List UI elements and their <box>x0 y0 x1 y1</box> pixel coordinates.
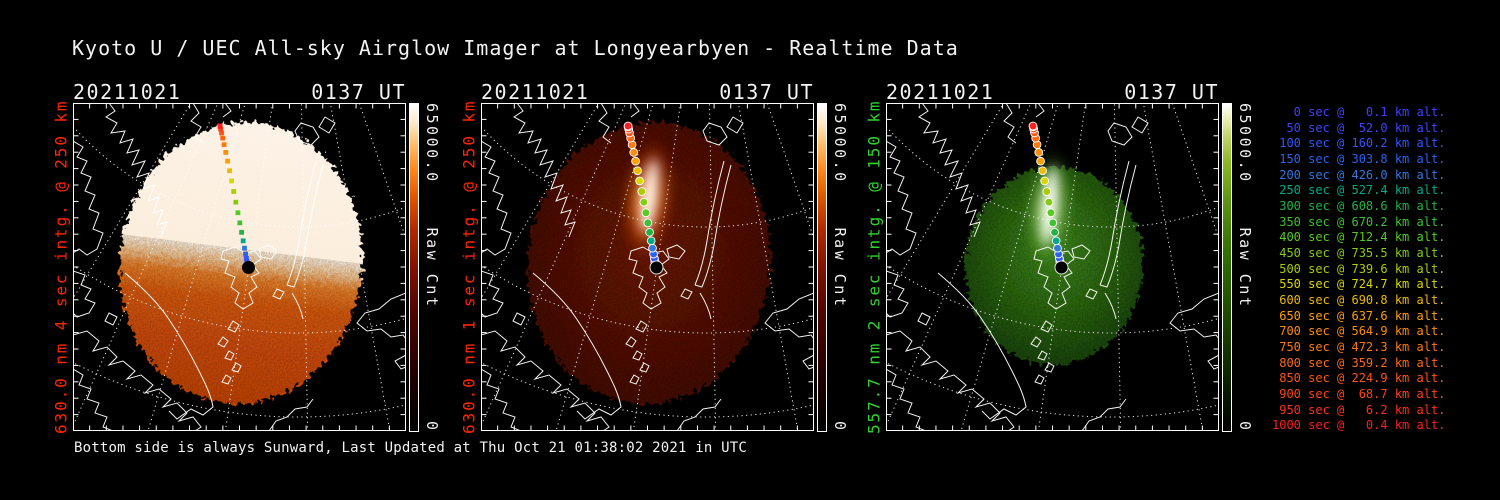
legend-row: 1000 sec @ 0.4 km alt. <box>1272 418 1446 433</box>
panel2-allsky-image <box>481 103 814 431</box>
panel2-date-label: 20211021 <box>481 80 590 104</box>
panel1-colorbar-gradient <box>409 103 419 432</box>
panel1-date-label: 20211021 <box>73 80 182 104</box>
panel1-colorbar-labels: 65000.0 Raw Cnt 0 <box>423 103 441 433</box>
panel2-colorbar-labels: 65000.0 Raw Cnt 0 <box>831 103 849 433</box>
legend-row: 450 sec @ 735.5 km alt. <box>1272 246 1446 261</box>
legend-row: 150 sec @ 303.8 km alt. <box>1272 152 1446 167</box>
colorbar-max-label: 65000.0 <box>423 103 441 184</box>
panel1-header: 20211021 0137 UT <box>73 80 406 104</box>
panel1-channel-label: 630.0 nm 4 sec intg. @ 250 km <box>51 99 71 435</box>
legend-row: 650 sec @ 637.6 km alt. <box>1272 308 1446 323</box>
legend-row: 200 sec @ 426.0 km alt. <box>1272 167 1446 182</box>
legend-row: 850 sec @ 224.9 km alt. <box>1272 371 1446 386</box>
colorbar-min-label: 0 <box>423 421 441 433</box>
legend-row: 500 sec @ 739.6 km alt. <box>1272 261 1446 276</box>
panel2-header: 20211021 0137 UT <box>481 80 814 104</box>
colorbar-max-label: 65000.0 <box>831 103 849 184</box>
colorbar-title: Raw Cnt <box>1236 227 1254 309</box>
colorbar-min-label: 0 <box>831 421 849 433</box>
legend-row: 400 sec @ 712.4 km alt. <box>1272 230 1446 245</box>
panel2-time-label: 0137 UT <box>719 80 814 104</box>
colorbar-title: Raw Cnt <box>831 227 849 309</box>
legend-row: 550 sec @ 724.7 km alt. <box>1272 277 1446 292</box>
panel3-colorbar-labels: 65000.0 Raw Cnt 0 <box>1236 103 1254 433</box>
colorbar-title: Raw Cnt <box>423 227 441 309</box>
rocket-track-legend: 0 sec @ 0.1 km alt. 50 sec @ 52.0 km alt… <box>1272 105 1445 434</box>
legend-row: 800 sec @ 359.2 km alt. <box>1272 355 1446 370</box>
colorbar-max-label: 65000.0 <box>1236 103 1254 184</box>
legend-row: 250 sec @ 527.4 km alt. <box>1272 183 1446 198</box>
legend-row: 100 sec @ 160.2 km alt. <box>1272 136 1446 151</box>
status-line: Bottom side is always Sunward, Last Upda… <box>74 440 748 456</box>
panel3-time-label: 0137 UT <box>1124 80 1219 104</box>
legend-row: 0 sec @ 0.1 km alt. <box>1272 105 1446 119</box>
panel3-date-label: 20211021 <box>886 80 995 104</box>
legend-row: 900 sec @ 68.7 km alt. <box>1272 387 1446 402</box>
legend-row: 600 sec @ 690.8 km alt. <box>1272 293 1446 308</box>
panel2-channel-label: 630.0 nm 1 sec intg. @ 250 km <box>459 99 479 435</box>
panel2-colorbar-gradient <box>817 103 827 432</box>
legend-row: 350 sec @ 670.2 km alt. <box>1272 214 1446 229</box>
legend-row: 750 sec @ 472.3 km alt. <box>1272 340 1446 355</box>
panel3-channel-label: 557.7 nm 2 sec intg. @ 150 km <box>864 99 884 435</box>
legend-row: 950 sec @ 6.2 km alt. <box>1272 402 1446 417</box>
colorbar-min-label: 0 <box>1236 421 1254 433</box>
panel3-allsky-image <box>886 103 1219 431</box>
panel3-header: 20211021 0137 UT <box>886 80 1219 104</box>
legend-row: 300 sec @ 608.6 km alt. <box>1272 199 1446 214</box>
panel1-allsky-image <box>73 103 406 431</box>
panel3-colorbar-gradient <box>1222 103 1232 432</box>
page-title: Kyoto U / UEC All-sky Airglow Imager at … <box>72 36 959 60</box>
legend-row: 50 sec @ 52.0 km alt. <box>1272 120 1446 135</box>
legend-row: 700 sec @ 564.9 km alt. <box>1272 324 1446 339</box>
panel1-time-label: 0137 UT <box>311 80 406 104</box>
